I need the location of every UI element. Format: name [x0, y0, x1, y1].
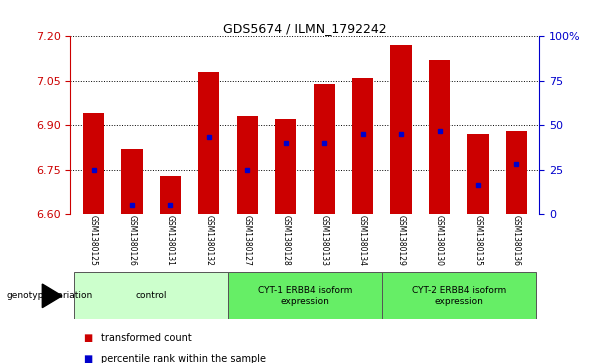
Bar: [382, 272, 536, 319]
Bar: [121, 149, 143, 214]
Text: ■: ■: [83, 333, 92, 343]
Text: control: control: [135, 291, 167, 300]
Bar: [237, 116, 258, 214]
Bar: [314, 84, 335, 214]
Text: GSM1380127: GSM1380127: [243, 215, 252, 266]
Bar: [467, 134, 489, 214]
Text: GSM1380133: GSM1380133: [320, 215, 329, 266]
Text: GSM1380126: GSM1380126: [128, 215, 137, 266]
Bar: [83, 113, 104, 214]
Text: transformed count: transformed count: [101, 333, 192, 343]
Bar: [198, 72, 219, 214]
Bar: [228, 272, 382, 319]
Text: GSM1380130: GSM1380130: [435, 215, 444, 266]
Bar: [390, 45, 412, 214]
Text: percentile rank within the sample: percentile rank within the sample: [101, 354, 266, 363]
Title: GDS5674 / ILMN_1792242: GDS5674 / ILMN_1792242: [223, 22, 387, 35]
Text: CYT-1 ERBB4 isoform
expression: CYT-1 ERBB4 isoform expression: [258, 286, 352, 306]
Bar: [429, 60, 450, 214]
Text: GSM1380125: GSM1380125: [89, 215, 98, 266]
Text: genotype/variation: genotype/variation: [6, 291, 93, 300]
Text: GSM1380129: GSM1380129: [397, 215, 406, 266]
Text: GSM1380128: GSM1380128: [281, 215, 290, 266]
Polygon shape: [42, 284, 62, 308]
Bar: [160, 176, 181, 214]
Text: CYT-2 ERBB4 isoform
expression: CYT-2 ERBB4 isoform expression: [411, 286, 506, 306]
Text: GSM1380131: GSM1380131: [166, 215, 175, 266]
Bar: [506, 131, 527, 214]
Text: GSM1380132: GSM1380132: [204, 215, 213, 266]
Bar: [352, 78, 373, 214]
Bar: [74, 272, 228, 319]
Text: GSM1380136: GSM1380136: [512, 215, 521, 266]
Text: ■: ■: [83, 354, 92, 363]
Bar: [275, 119, 296, 214]
Text: GSM1380135: GSM1380135: [473, 215, 482, 266]
Text: GSM1380134: GSM1380134: [358, 215, 367, 266]
